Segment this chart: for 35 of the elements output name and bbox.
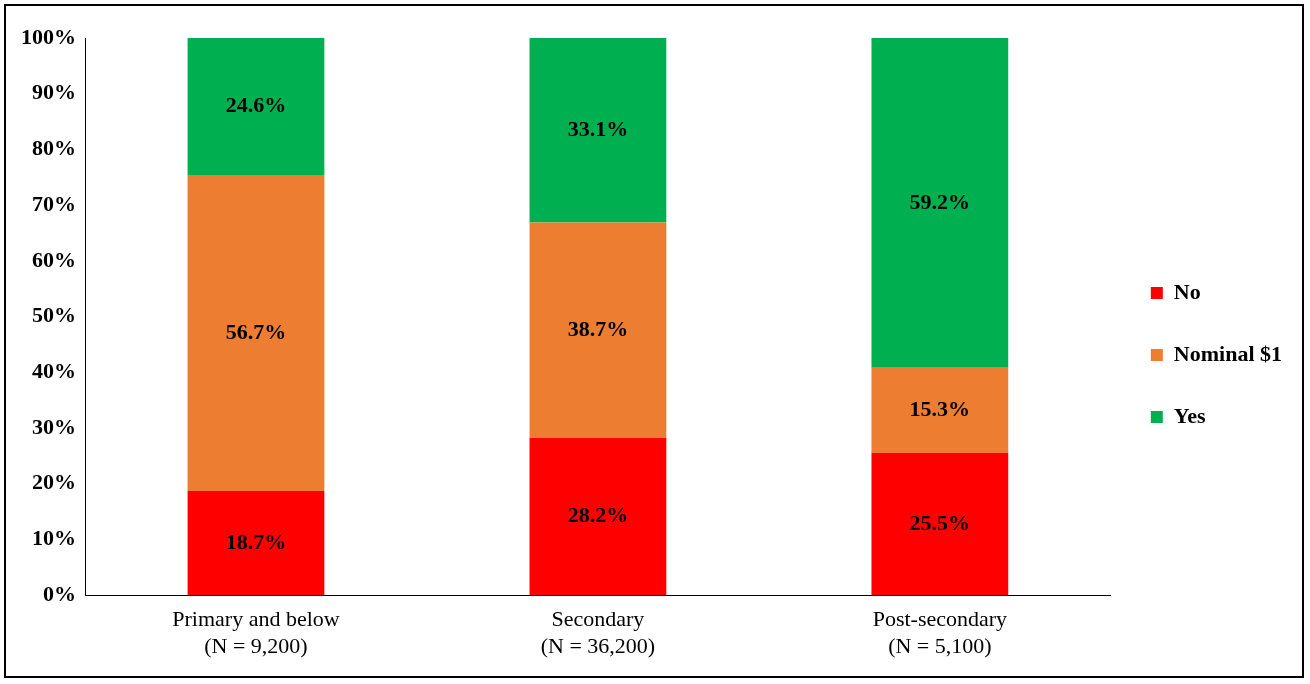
bar — [187, 175, 325, 491]
data-label: 56.7% — [225, 318, 287, 344]
y-tick-label: 0% — [43, 580, 76, 606]
data-label: 28.2% — [567, 502, 629, 528]
x-tick-label: Primary and below (N = 9,200) — [172, 606, 340, 658]
legend-label: No — [1173, 278, 1201, 304]
bar — [871, 367, 1009, 454]
bar — [871, 38, 1009, 368]
data-label: 59.2% — [909, 188, 971, 214]
bar — [529, 38, 667, 223]
legend-label: Nominal $1 — [1173, 340, 1283, 366]
x-tick-label: Secondary (N = 36,200) — [540, 606, 656, 658]
x-tick-label: Post-secondary (N = 5,100) — [872, 606, 1008, 658]
y-tick-label: 70% — [32, 190, 76, 216]
y-tick-label: 20% — [32, 469, 76, 495]
bar — [187, 491, 325, 596]
y-tick-label: 50% — [32, 302, 76, 328]
y-tick-label: 60% — [32, 246, 76, 272]
bar — [871, 453, 1009, 596]
data-label: 15.3% — [909, 396, 971, 422]
bar — [529, 222, 667, 439]
data-label: 38.7% — [567, 315, 629, 341]
y-tick-label: 100% — [21, 23, 76, 49]
y-tick-label: 90% — [32, 79, 76, 105]
bar — [529, 438, 667, 596]
y-tick-label: 40% — [32, 358, 76, 384]
bar — [187, 38, 325, 176]
y-tick-label: 30% — [32, 413, 76, 439]
data-label: 33.1% — [567, 115, 629, 141]
data-label: 25.5% — [909, 509, 971, 535]
legend-label: Yes — [1173, 402, 1207, 428]
data-label: 18.7% — [225, 528, 287, 554]
y-tick-label: 10% — [32, 525, 76, 551]
y-tick-label: 80% — [32, 135, 76, 161]
data-label: 24.6% — [225, 92, 287, 118]
